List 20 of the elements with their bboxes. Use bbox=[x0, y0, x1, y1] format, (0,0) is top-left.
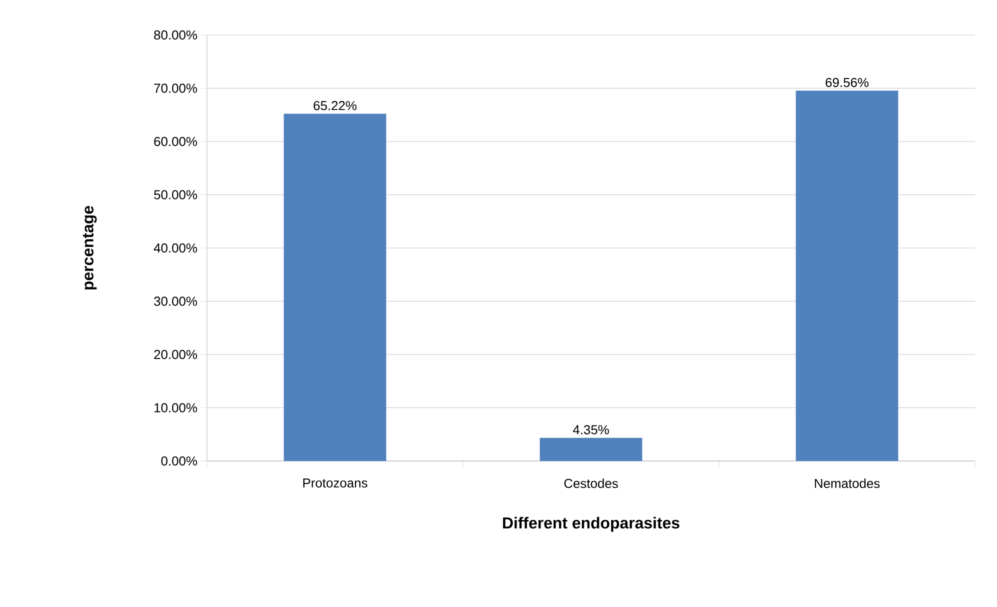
data-label: 4.35% bbox=[572, 425, 609, 434]
y-tick-label: 20.00% bbox=[154, 350, 198, 360]
y-tick-label: 80.00% bbox=[154, 30, 198, 40]
y-tick-label: 40.00% bbox=[154, 243, 198, 253]
x-tick-label: Nematodes bbox=[814, 478, 880, 488]
data-label: 65.22% bbox=[314, 101, 357, 110]
x-tick-label: Protozoans bbox=[303, 478, 368, 488]
y-tick-label: 30.00% bbox=[154, 296, 198, 306]
bar bbox=[796, 90, 898, 461]
y-tick-label: 0.00% bbox=[161, 456, 198, 466]
y-axis-title: percentage bbox=[82, 206, 97, 290]
data-label: 69.56% bbox=[826, 78, 869, 88]
x-tick-label: Cestodes bbox=[564, 478, 618, 488]
x-axis-title: Different endoparasites bbox=[503, 516, 680, 532]
y-tick-label: 10.00% bbox=[154, 403, 198, 412]
y-tick-label: 50.00% bbox=[154, 190, 198, 200]
bar bbox=[540, 438, 642, 461]
bar bbox=[284, 114, 386, 461]
y-tick-label: 60.00% bbox=[154, 136, 198, 146]
y-tick-label: 70.00% bbox=[154, 84, 198, 93]
